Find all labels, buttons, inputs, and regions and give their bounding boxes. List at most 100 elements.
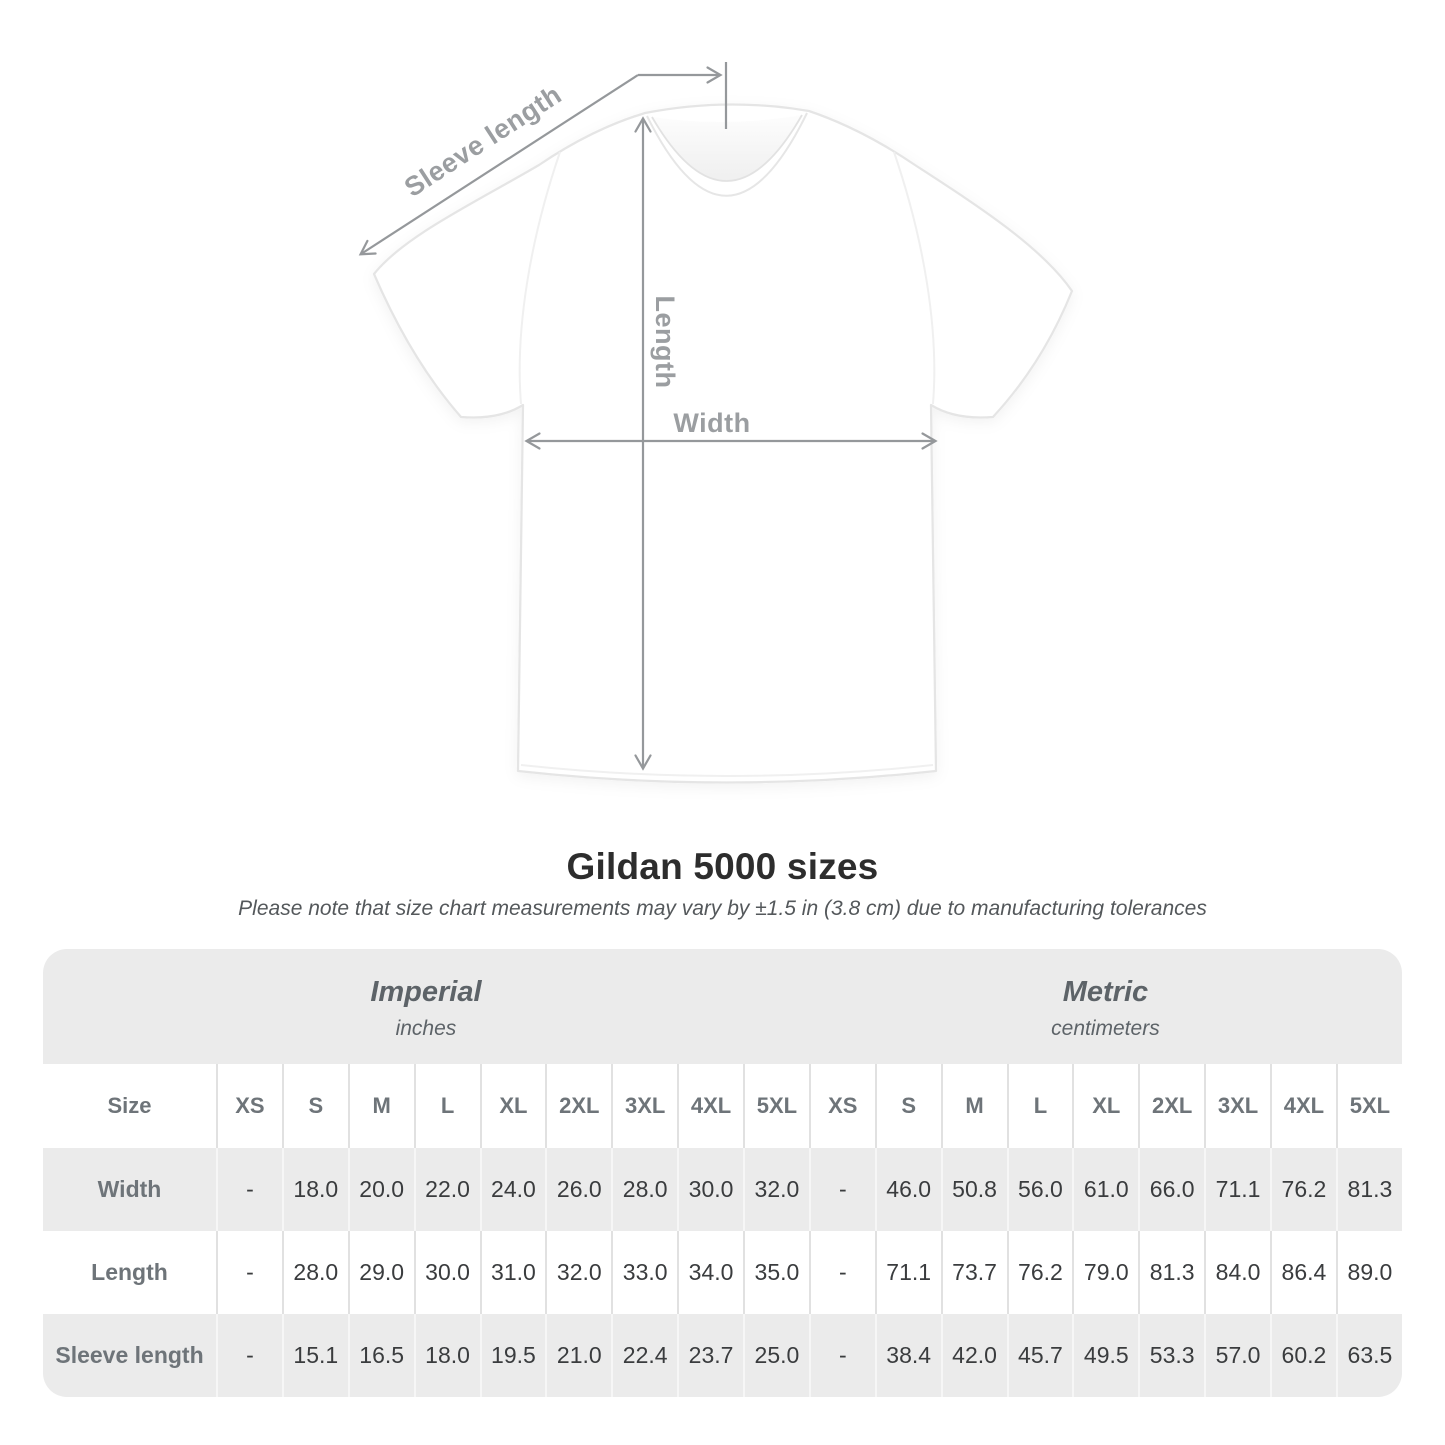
size-col-header: XS (216, 1064, 282, 1149)
collar-inner-edge (651, 114, 803, 182)
measurement-cell: 38.4 (874, 1314, 941, 1398)
measurement-cell: 20.0 (347, 1148, 414, 1232)
measurement-cell: 46.0 (874, 1148, 941, 1232)
unit-group-metric: Metric centimeters (808, 949, 1402, 1065)
size-col-header: S (874, 1064, 941, 1149)
measurement-cell: 76.2 (1270, 1148, 1336, 1232)
imperial-label: Imperial (370, 976, 482, 1009)
unit-band-row: Imperial inches Metric centimeters (43, 949, 1402, 1065)
measurement-cell: 81.3 (1138, 1231, 1205, 1315)
measurement-cell: 81.3 (1335, 1148, 1402, 1232)
size-header-label: Size (43, 1064, 216, 1149)
measurement-cell: 86.4 (1270, 1231, 1336, 1315)
measurement-cell: 73.7 (940, 1231, 1007, 1315)
tshirt-illustration (372, 103, 1074, 784)
size-table-container: Imperial inches Metric centimeters Size … (43, 949, 1402, 1398)
measurement-cell: 89.0 (1335, 1231, 1402, 1315)
size-col-header: XL (1072, 1064, 1139, 1149)
measurement-cell: 34.0 (677, 1231, 743, 1315)
hem-stitch (520, 764, 934, 777)
tshirt-diagram-svg: Sleeve length Length Width (358, 62, 1074, 784)
tshirt-body (372, 103, 1074, 784)
sleeve-length-row: Sleeve length - 15.1 16.5 18.0 19.5 21.0… (43, 1314, 1402, 1398)
width-row: Width - 18.0 20.0 22.0 24.0 26.0 28.0 30… (43, 1148, 1402, 1232)
tolerance-note: Please note that size chart measurements… (238, 896, 1207, 920)
measurement-cell: 15.1 (281, 1314, 348, 1398)
measurement-cell: 49.5 (1072, 1314, 1139, 1398)
unit-group-imperial: Imperial inches (43, 949, 809, 1065)
size-col-header: 2XL (1138, 1064, 1205, 1149)
measurement-cell: 26.0 (545, 1148, 612, 1232)
size-col-header: M (940, 1064, 1007, 1149)
page-title: Gildan 5000 sizes (566, 846, 879, 887)
measurement-cell: 84.0 (1204, 1231, 1270, 1315)
measurement-cell: 28.0 (281, 1231, 348, 1315)
measurement-cell: - (808, 1231, 875, 1315)
measurement-cell: 21.0 (545, 1314, 612, 1398)
measurement-cell: 22.0 (413, 1148, 480, 1232)
measurement-cell: - (216, 1314, 282, 1398)
measurement-cell: 30.0 (413, 1231, 480, 1315)
measurement-cell: 30.0 (677, 1148, 743, 1232)
measurement-cell: 32.0 (743, 1148, 809, 1232)
measurement-cell: 56.0 (1006, 1148, 1073, 1232)
size-col-header: XL (479, 1064, 546, 1149)
measurement-cell: 57.0 (1204, 1314, 1270, 1398)
measurement-cell: 35.0 (743, 1231, 809, 1315)
size-col-header: 3XL (611, 1064, 678, 1149)
length-label: Length (650, 296, 680, 389)
size-col-header: 4XL (677, 1064, 743, 1149)
measurement-cell: 42.0 (940, 1314, 1007, 1398)
collar-seam (646, 112, 808, 197)
sleeve-length-arrow (358, 74, 639, 256)
size-col-header: 2XL (545, 1064, 612, 1149)
row-label: Length (43, 1231, 216, 1315)
measurement-cell: 79.0 (1072, 1231, 1139, 1315)
measurement-annotations (358, 62, 938, 771)
measurement-cell: - (216, 1148, 282, 1232)
measurement-cell: - (808, 1314, 875, 1398)
size-col-header: 3XL (1204, 1064, 1270, 1149)
measurement-cell: 50.8 (940, 1148, 1007, 1232)
measurement-cell: 45.7 (1006, 1314, 1073, 1398)
metric-sublabel: centimeters (1051, 1017, 1160, 1041)
width-label: Width (673, 408, 750, 438)
measurement-cell: 61.0 (1072, 1148, 1139, 1232)
measurement-cell: - (216, 1231, 282, 1315)
imperial-sublabel: inches (395, 1017, 457, 1041)
measurement-cell: 29.0 (347, 1231, 414, 1315)
measurement-cell: 16.5 (347, 1314, 414, 1398)
size-col-header: S (281, 1064, 348, 1149)
measurement-cell: 63.5 (1335, 1314, 1402, 1398)
size-table: Imperial inches Metric centimeters Size … (43, 949, 1402, 1398)
right-sleeve-seam (893, 151, 936, 405)
size-col-header: 5XL (1335, 1064, 1402, 1149)
measurement-cell: 60.2 (1270, 1314, 1336, 1398)
row-label: Sleeve length (43, 1314, 216, 1398)
size-header-row: Size XS S M L XL 2XL 3XL 4XL 5XL XS S M … (43, 1064, 1402, 1149)
size-col-header: L (1006, 1064, 1073, 1149)
measurement-cell: 33.0 (611, 1231, 678, 1315)
size-col-header: L (413, 1064, 480, 1149)
measurement-cell: 23.7 (677, 1314, 743, 1398)
measurement-cell: 53.3 (1138, 1314, 1205, 1398)
measurement-cell: 31.0 (479, 1231, 546, 1315)
size-col-header: XS (808, 1064, 875, 1149)
measurement-cell: 22.4 (611, 1314, 678, 1398)
measurement-cell: 18.0 (413, 1314, 480, 1398)
measurement-cell: 25.0 (743, 1314, 809, 1398)
measurement-cell: 19.5 (479, 1314, 546, 1398)
measurement-cell: 71.1 (1204, 1148, 1270, 1232)
measurement-cell: 18.0 (281, 1148, 348, 1232)
size-col-header: 4XL (1270, 1064, 1336, 1149)
metric-label: Metric (1062, 976, 1149, 1009)
row-label: Width (43, 1148, 216, 1232)
size-col-header: M (347, 1064, 414, 1149)
measurement-cell: 32.0 (545, 1231, 612, 1315)
measurement-cell: 28.0 (611, 1148, 678, 1232)
measurement-cell: 24.0 (479, 1148, 546, 1232)
size-col-header: 5XL (743, 1064, 809, 1149)
measurement-cell: - (808, 1148, 875, 1232)
measurement-cell: 71.1 (874, 1231, 941, 1315)
